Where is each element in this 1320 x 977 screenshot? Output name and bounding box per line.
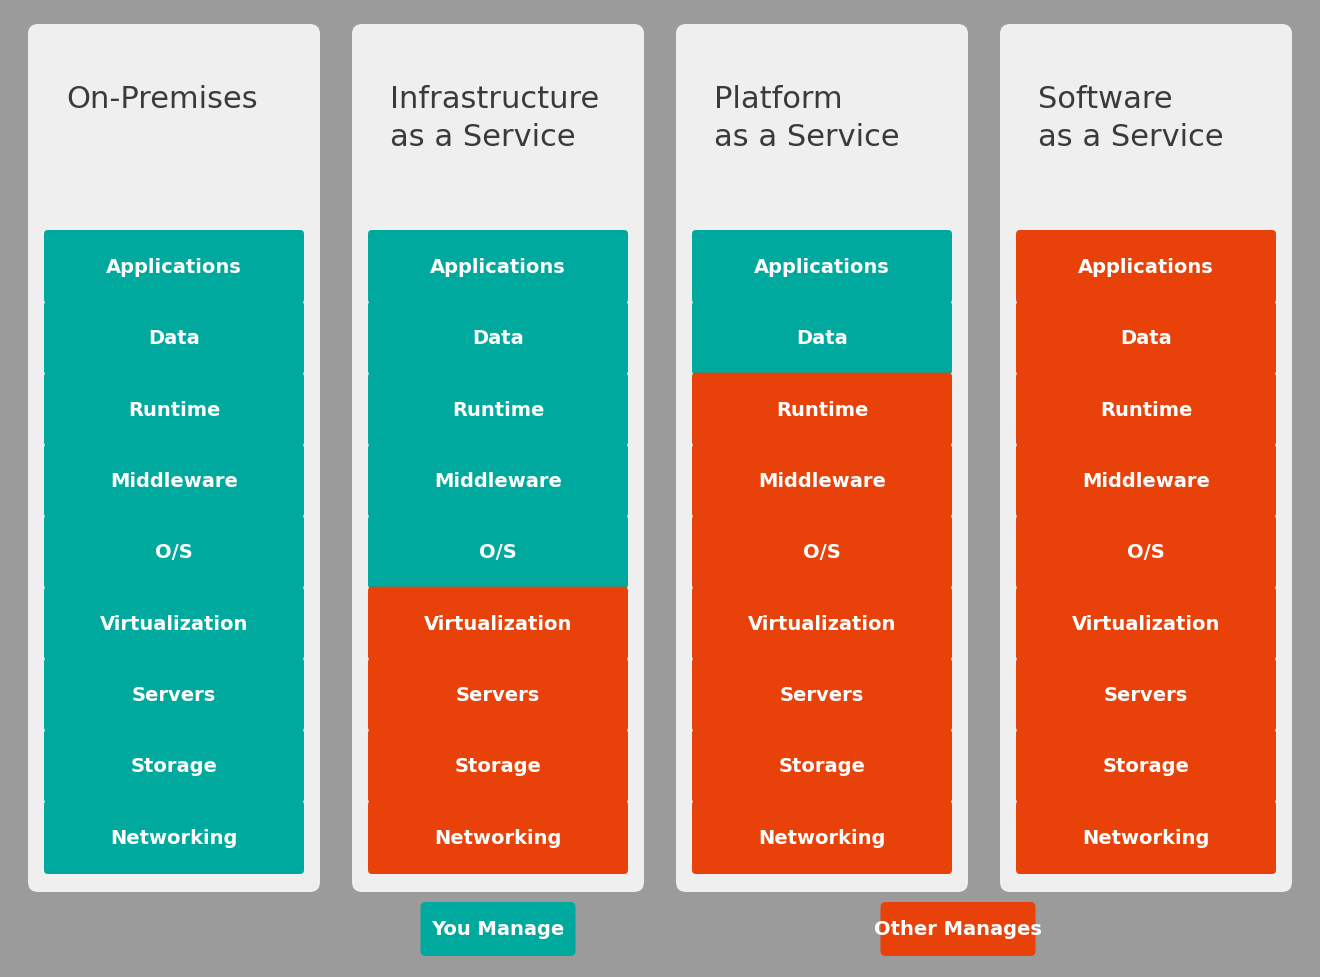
Text: Platform
as a Service: Platform as a Service (714, 85, 900, 152)
FancyBboxPatch shape (1016, 730, 1276, 803)
FancyBboxPatch shape (1016, 445, 1276, 518)
Text: Servers: Servers (455, 686, 540, 704)
FancyBboxPatch shape (692, 658, 952, 732)
FancyBboxPatch shape (352, 25, 644, 892)
Text: Virtualization: Virtualization (100, 615, 248, 633)
FancyBboxPatch shape (44, 302, 304, 375)
FancyBboxPatch shape (692, 801, 952, 874)
Text: Networking: Networking (111, 828, 238, 847)
FancyBboxPatch shape (44, 730, 304, 803)
Text: Data: Data (148, 329, 199, 348)
FancyBboxPatch shape (368, 730, 628, 803)
Text: Servers: Servers (132, 686, 216, 704)
Text: Runtime: Runtime (451, 401, 544, 419)
Text: Storage: Storage (454, 757, 541, 776)
Text: Servers: Servers (780, 686, 865, 704)
Text: Storage: Storage (131, 757, 218, 776)
Text: Applications: Applications (430, 258, 566, 276)
Text: O/S: O/S (1127, 543, 1164, 562)
FancyBboxPatch shape (44, 445, 304, 518)
FancyBboxPatch shape (44, 658, 304, 732)
Text: Virtualization: Virtualization (1072, 615, 1220, 633)
FancyBboxPatch shape (1016, 231, 1276, 304)
Text: Software
as a Service: Software as a Service (1038, 85, 1224, 152)
FancyBboxPatch shape (1016, 516, 1276, 589)
Text: Runtime: Runtime (1100, 401, 1192, 419)
FancyBboxPatch shape (692, 516, 952, 589)
Text: Infrastructure
as a Service: Infrastructure as a Service (389, 85, 599, 152)
FancyBboxPatch shape (676, 25, 968, 892)
Text: Storage: Storage (779, 757, 866, 776)
Text: Runtime: Runtime (776, 401, 869, 419)
FancyBboxPatch shape (880, 902, 1035, 956)
Text: Networking: Networking (758, 828, 886, 847)
Text: Servers: Servers (1104, 686, 1188, 704)
Text: Middleware: Middleware (434, 472, 562, 490)
FancyBboxPatch shape (368, 445, 628, 518)
FancyBboxPatch shape (368, 516, 628, 589)
Text: On-Premises: On-Premises (66, 85, 257, 114)
FancyBboxPatch shape (368, 658, 628, 732)
Text: Applications: Applications (1078, 258, 1214, 276)
FancyBboxPatch shape (692, 302, 952, 375)
FancyBboxPatch shape (44, 373, 304, 446)
FancyBboxPatch shape (1016, 302, 1276, 375)
Text: Networking: Networking (1082, 828, 1209, 847)
Text: O/S: O/S (803, 543, 841, 562)
Text: Storage: Storage (1102, 757, 1189, 776)
Text: Networking: Networking (434, 828, 562, 847)
FancyBboxPatch shape (421, 902, 576, 956)
FancyBboxPatch shape (1016, 587, 1276, 660)
FancyBboxPatch shape (1001, 25, 1292, 892)
FancyBboxPatch shape (44, 231, 304, 304)
FancyBboxPatch shape (692, 445, 952, 518)
Text: You Manage: You Manage (432, 919, 565, 939)
FancyBboxPatch shape (368, 231, 628, 304)
Text: Middleware: Middleware (110, 472, 238, 490)
Text: Other Manages: Other Manages (874, 919, 1041, 939)
Text: Applications: Applications (106, 258, 242, 276)
FancyBboxPatch shape (692, 730, 952, 803)
Text: Runtime: Runtime (128, 401, 220, 419)
Text: O/S: O/S (479, 543, 517, 562)
FancyBboxPatch shape (44, 587, 304, 660)
FancyBboxPatch shape (692, 373, 952, 446)
FancyBboxPatch shape (692, 231, 952, 304)
FancyBboxPatch shape (44, 801, 304, 874)
FancyBboxPatch shape (368, 373, 628, 446)
Text: Data: Data (473, 329, 524, 348)
Text: Middleware: Middleware (1082, 472, 1210, 490)
FancyBboxPatch shape (1016, 373, 1276, 446)
FancyBboxPatch shape (28, 25, 319, 892)
Text: Data: Data (1121, 329, 1172, 348)
Text: Middleware: Middleware (758, 472, 886, 490)
FancyBboxPatch shape (1016, 658, 1276, 732)
FancyBboxPatch shape (44, 516, 304, 589)
Text: Virtualization: Virtualization (424, 615, 572, 633)
FancyBboxPatch shape (368, 587, 628, 660)
FancyBboxPatch shape (1016, 801, 1276, 874)
FancyBboxPatch shape (692, 587, 952, 660)
Text: Virtualization: Virtualization (748, 615, 896, 633)
FancyBboxPatch shape (368, 302, 628, 375)
Text: Data: Data (796, 329, 847, 348)
Text: Applications: Applications (754, 258, 890, 276)
Text: O/S: O/S (156, 543, 193, 562)
FancyBboxPatch shape (368, 801, 628, 874)
